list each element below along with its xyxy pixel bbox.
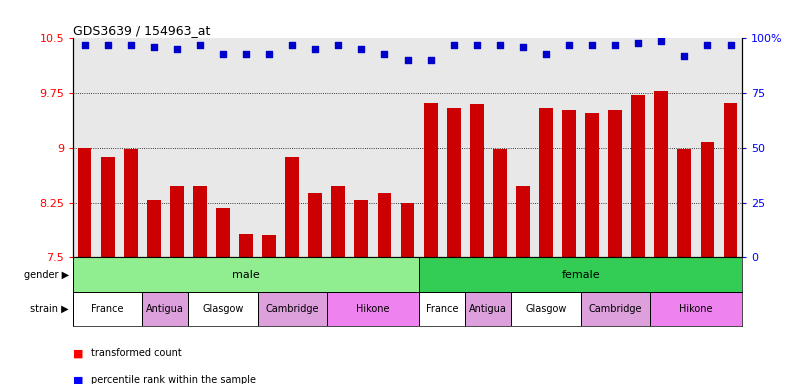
Point <box>78 42 91 48</box>
Text: percentile rank within the sample: percentile rank within the sample <box>91 375 255 384</box>
Bar <box>147 200 161 257</box>
Bar <box>308 193 322 257</box>
Bar <box>419 292 466 326</box>
Text: strain ▶: strain ▶ <box>30 304 69 314</box>
Text: Hikone: Hikone <box>679 304 713 314</box>
Text: female: female <box>561 270 600 280</box>
Bar <box>327 292 419 326</box>
Bar <box>258 292 327 326</box>
Bar <box>581 292 650 326</box>
Point <box>124 42 137 48</box>
Point <box>170 46 183 53</box>
Bar <box>608 110 622 257</box>
Bar <box>73 292 142 326</box>
Bar <box>332 186 345 257</box>
Bar <box>378 193 392 257</box>
Bar <box>78 148 92 257</box>
Bar <box>512 292 581 326</box>
Point <box>148 44 161 50</box>
Point <box>401 57 414 63</box>
Point <box>724 42 737 48</box>
Point <box>263 51 276 57</box>
Point <box>239 51 252 57</box>
Point <box>701 42 714 48</box>
Point <box>332 42 345 48</box>
Bar <box>562 110 576 257</box>
Bar <box>401 203 414 257</box>
Text: Antigua: Antigua <box>146 304 184 314</box>
Bar <box>423 103 437 257</box>
Bar <box>723 103 737 257</box>
Text: Glasgow: Glasgow <box>526 304 567 314</box>
Point <box>309 46 322 53</box>
Text: France: France <box>426 304 458 314</box>
Text: Hikone: Hikone <box>356 304 389 314</box>
Bar <box>650 292 742 326</box>
Point <box>378 51 391 57</box>
Bar <box>188 292 258 326</box>
Text: France: France <box>92 304 124 314</box>
Bar <box>493 149 507 257</box>
Bar <box>516 186 530 257</box>
Bar <box>354 200 368 257</box>
Bar <box>169 186 184 257</box>
Point <box>563 42 576 48</box>
Point <box>424 57 437 63</box>
Bar <box>216 208 230 257</box>
Bar <box>539 108 553 257</box>
Text: male: male <box>232 270 260 280</box>
Bar <box>124 149 138 257</box>
Bar <box>677 149 691 257</box>
Point <box>101 42 114 48</box>
Bar <box>73 257 419 292</box>
Bar <box>142 292 188 326</box>
Bar <box>470 104 483 257</box>
Text: transformed count: transformed count <box>91 348 182 358</box>
Point <box>447 42 460 48</box>
Bar <box>654 91 668 257</box>
Bar <box>101 157 114 257</box>
Point <box>678 53 691 59</box>
Bar <box>466 292 512 326</box>
Point <box>586 42 599 48</box>
Point <box>654 38 667 44</box>
Text: Antigua: Antigua <box>470 304 507 314</box>
Point <box>539 51 552 57</box>
Point <box>355 46 368 53</box>
Text: Cambridge: Cambridge <box>265 304 319 314</box>
Point <box>632 40 645 46</box>
Bar <box>447 108 461 257</box>
Bar <box>193 186 207 257</box>
Bar <box>262 235 276 257</box>
Text: Cambridge: Cambridge <box>589 304 642 314</box>
Bar <box>586 113 599 257</box>
Point <box>609 42 622 48</box>
Point <box>493 42 506 48</box>
Bar <box>631 95 646 257</box>
Text: ■: ■ <box>73 348 84 358</box>
Point <box>517 44 530 50</box>
Text: ■: ■ <box>73 375 84 384</box>
Point <box>193 42 206 48</box>
Bar <box>285 157 299 257</box>
Point <box>217 51 230 57</box>
Bar <box>419 257 742 292</box>
Text: gender ▶: gender ▶ <box>24 270 69 280</box>
Text: Glasgow: Glasgow <box>202 304 243 314</box>
Point <box>285 42 298 48</box>
Point <box>470 42 483 48</box>
Text: GDS3639 / 154963_at: GDS3639 / 154963_at <box>73 24 210 37</box>
Bar <box>239 234 253 257</box>
Bar <box>701 142 714 257</box>
